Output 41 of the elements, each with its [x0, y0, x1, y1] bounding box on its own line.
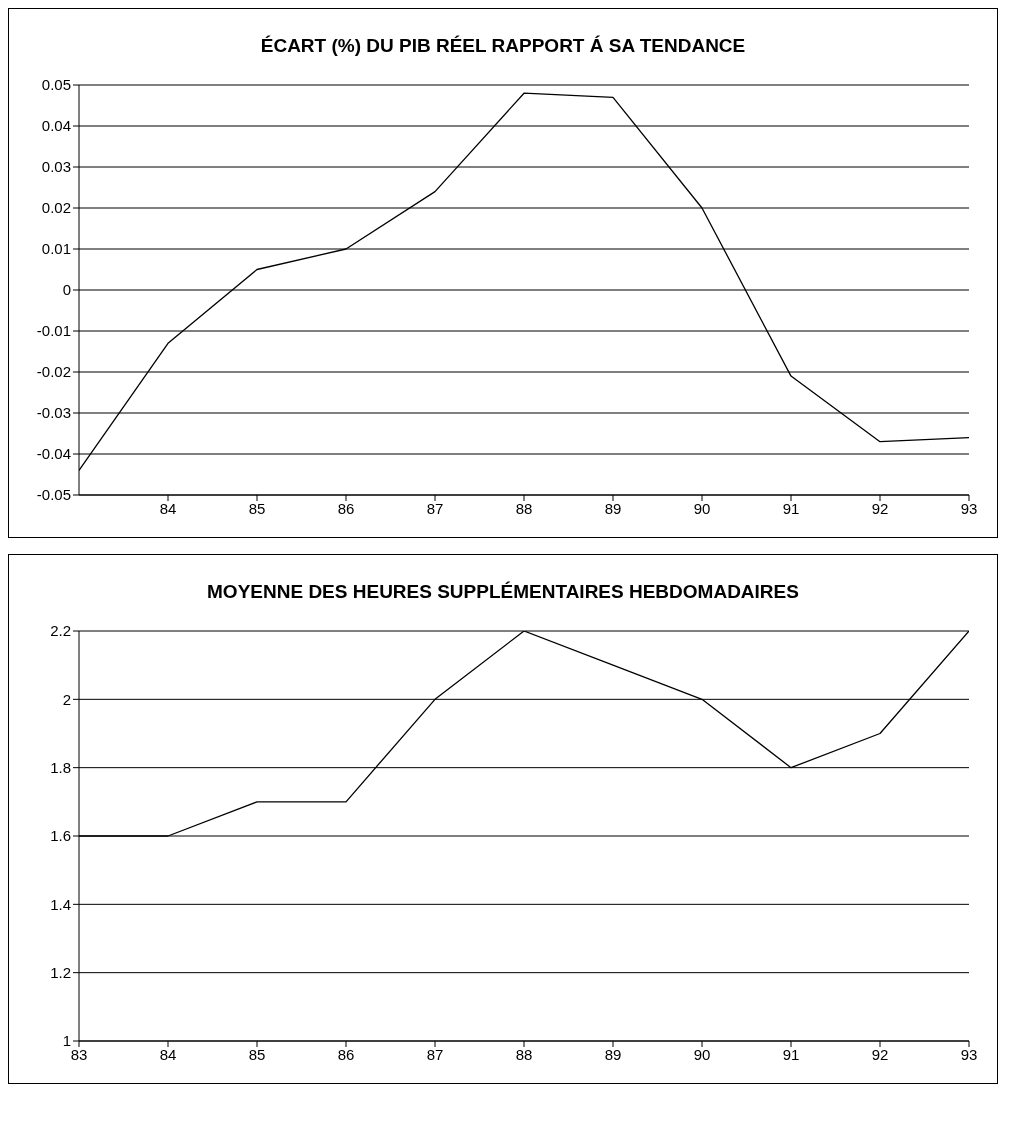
x-tick-label: 88 — [515, 499, 533, 517]
x-tick-label: 93 — [960, 1045, 978, 1063]
y-tick-label: -0.05 — [36, 486, 71, 504]
x-tick-label: 93 — [960, 499, 978, 517]
y-tick-label: 0.05 — [41, 76, 71, 94]
x-tick-label: 90 — [693, 499, 711, 517]
y-tick-label: 0.03 — [41, 158, 71, 176]
y-tick-label: -0.02 — [36, 363, 71, 381]
x-tick-label: 85 — [248, 1045, 266, 1063]
x-tick-label: 91 — [782, 1045, 800, 1063]
x-tick-label: 89 — [604, 499, 622, 517]
y-tick-label: 1.2 — [50, 963, 71, 981]
y-tick-label: 0 — [62, 281, 71, 299]
x-tick-label: 84 — [159, 1045, 177, 1063]
y-tick-label: -0.03 — [36, 404, 71, 422]
y-tick-label: 1.8 — [50, 758, 71, 776]
x-tick-label: 89 — [604, 1045, 622, 1063]
y-tick-label: 1 — [62, 1032, 71, 1050]
chart-title: MOYENNE DES HEURES SUPPLÉMENTAIRES HEBDOMADAIRES — [206, 580, 800, 604]
chart-title: ÉCART (%) DU PIB RÉEL RAPPORT Á SA TENDANCE — [259, 34, 747, 58]
x-tick-label: 90 — [693, 1045, 711, 1063]
y-tick-label: 1.4 — [50, 895, 71, 913]
x-tick-label: 83 — [70, 1045, 88, 1063]
x-tick-label: 85 — [248, 499, 266, 517]
y-tick-label: -0.01 — [36, 322, 71, 340]
y-tick-label: -0.04 — [36, 445, 71, 463]
y-tick-label: 0.01 — [41, 240, 71, 258]
x-tick-label: 88 — [515, 1045, 533, 1063]
x-tick-label: 87 — [426, 1045, 444, 1063]
y-tick-label: 0.04 — [41, 117, 71, 135]
y-tick-label: 0.02 — [41, 199, 71, 217]
x-tick-label: 91 — [782, 499, 800, 517]
x-tick-label: 92 — [871, 499, 889, 517]
x-tick-label: 87 — [426, 499, 444, 517]
y-tick-label: 2.2 — [50, 622, 71, 640]
x-tick-label: 86 — [337, 1045, 355, 1063]
y-tick-label: 1.6 — [50, 827, 71, 845]
x-tick-label: 92 — [871, 1045, 889, 1063]
y-tick-label: 2 — [62, 690, 71, 708]
x-tick-label: 86 — [337, 499, 355, 517]
x-tick-label: 84 — [159, 499, 177, 517]
